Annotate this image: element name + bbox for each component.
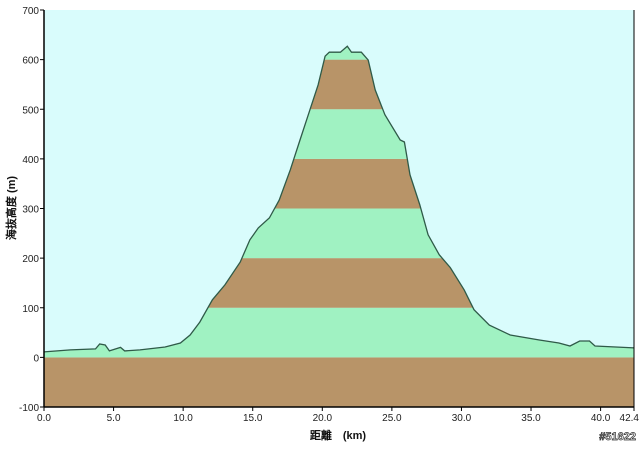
y-tick-label: 600 bbox=[22, 56, 39, 67]
chart-id-label: #51622 bbox=[599, 431, 636, 443]
x-tick-label: 15.0 bbox=[243, 413, 263, 424]
y-tick-label: 0 bbox=[33, 353, 39, 364]
y-tick-label: 300 bbox=[22, 205, 39, 216]
x-tick-label: 30.0 bbox=[452, 413, 472, 424]
x-tick-label: 5.0 bbox=[107, 413, 121, 424]
x-tick-label: 20.0 bbox=[313, 413, 333, 424]
x-tick-label: 42.4 bbox=[620, 413, 640, 424]
elevation-band bbox=[44, 357, 634, 407]
axes: -100 0 100 200 300 400 500 600 700 0.0 5.0 10.0 15.0… bbox=[19, 6, 639, 424]
y-tick-label: 400 bbox=[22, 155, 39, 166]
x-axis-label: 距離 (km) bbox=[310, 428, 367, 442]
y-tick-label: 500 bbox=[22, 105, 39, 116]
x-tick-label: 10.0 bbox=[173, 413, 193, 424]
x-tick-label: 35.0 bbox=[521, 413, 541, 424]
y-tick-label: 700 bbox=[22, 6, 39, 17]
y-tick-label: 100 bbox=[22, 304, 39, 315]
y-tick-label: 200 bbox=[22, 254, 39, 265]
elevation-profile-line bbox=[43, 45, 635, 353]
x-tick-label: 40.0 bbox=[591, 413, 611, 424]
y-tick-label: -100 bbox=[19, 403, 39, 414]
x-tick-label: 0.0 bbox=[37, 413, 51, 424]
y-axis-label: 海抜高度 (m) bbox=[4, 176, 18, 240]
x-tick-label: 25.0 bbox=[382, 413, 402, 424]
